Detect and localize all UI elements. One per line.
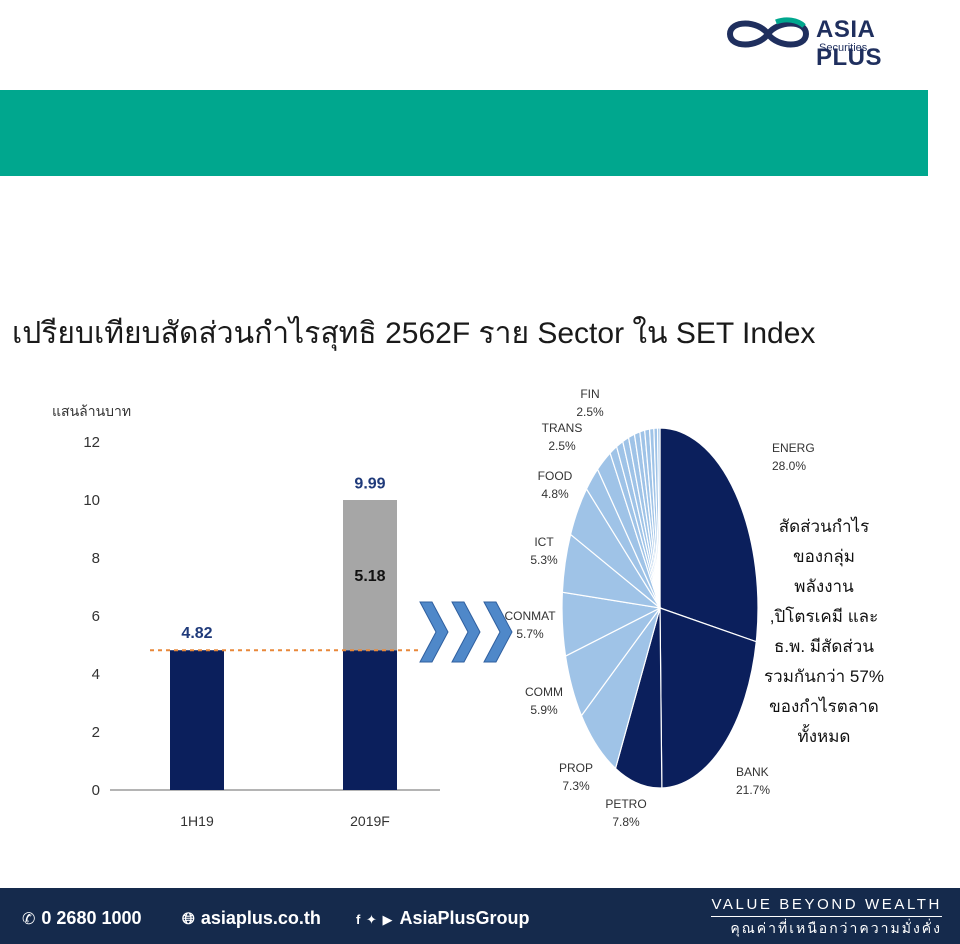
slice-name-label: FIN (580, 387, 599, 401)
pie-slice (659, 607, 757, 789)
slice-name-label: ENERG (772, 441, 815, 455)
slice-value-label: 28.0% (772, 459, 806, 473)
chevron-arrow-icon (419, 601, 449, 663)
segment-label: 5.18 (354, 568, 385, 585)
brand-subtitle: Securities (819, 42, 868, 54)
slice-name-label: FOOD (538, 469, 573, 483)
chart-note: สัดส่วนกำไรของกลุ่มพลังงาน ,ปิโตรเคมี แล… (764, 517, 884, 746)
pie-chart: ENERG 28.0% BANK 21.7% PETRO 7.8% PROP 7.3% COMM… (504, 387, 814, 829)
bar-total-label: 9.99 (354, 475, 385, 492)
slice-value-label: 7.3% (562, 779, 590, 793)
pie-slice (659, 427, 759, 643)
slice-name-label: CONMAT (504, 609, 556, 623)
chevron-arrow-icon (483, 601, 513, 663)
infinity-logo-icon (726, 17, 810, 48)
phone-number: 0 2680 1000 (41, 908, 142, 928)
y-tick-label: 6 (92, 608, 100, 625)
social-handle: AsiaPlusGroup (399, 908, 530, 928)
bar-total-label: 4.82 (181, 625, 212, 642)
brand-name: ASIA PLUS (816, 16, 883, 71)
y-axis-label: แสนล้านบาท (52, 403, 131, 419)
footer-phone[interactable]: ✆ 0 2680 1000 (22, 908, 142, 929)
bar-chart: แสนล้านบาท 0 2 4 6 8 10 12 1H19 4.82 2019F 9.99 5.18 (52, 403, 440, 829)
slice-value-label: 5.7% (516, 627, 544, 641)
slice-value-label: 7.8% (612, 815, 640, 829)
slice-name-label: ICT (534, 535, 554, 549)
footer-social[interactable]: f ✦ ▶ AsiaPlusGroup (356, 908, 529, 929)
bar-base (343, 650, 397, 790)
chevron-arrow-icon (451, 601, 481, 663)
website-text: asiaplus.co.th (200, 908, 321, 928)
pie-slice (656, 427, 661, 609)
slice-name-label: PETRO (605, 797, 646, 811)
slice-value-label: 5.9% (530, 703, 558, 717)
x-tick-label: 2019F (350, 813, 390, 829)
y-tick-label: 4 (92, 666, 100, 683)
globe-icon: 🌐︎ (182, 911, 195, 928)
arrows (419, 601, 513, 663)
footer-website[interactable]: 🌐︎ asiaplus.co.th (182, 908, 321, 929)
chart-area: แสนล้านบาท 0 2 4 6 8 10 12 1H19 4.82 2019F 9.99 5.18… (52, 387, 815, 829)
header-band (0, 90, 928, 176)
slice-value-label: 5.3% (530, 553, 558, 567)
y-tick-label: 2 (92, 724, 100, 741)
slice-value-label: 2.5% (576, 405, 604, 419)
slice-name-label: BANK (736, 765, 769, 779)
y-tick-label: 10 (83, 492, 100, 509)
phone-icon: ✆ (22, 911, 36, 928)
y-tick-label: 12 (83, 434, 100, 451)
slice-name-label: TRANS (542, 421, 583, 435)
social-icons: f ✦ ▶ (356, 912, 394, 927)
bar-increment (343, 500, 397, 651)
y-tick-label: 8 (92, 550, 100, 567)
slice-name-label: PROP (559, 761, 593, 775)
footer: ✆ 0 2680 1000 🌐︎ asiaplus.co.th f ✦ ▶ AsiaP… (0, 888, 960, 944)
slice-value-label: 4.8% (541, 487, 569, 501)
x-tick-label: 1H19 (180, 813, 214, 829)
slice-value-label: 2.5% (548, 439, 576, 453)
y-tick-label: 0 (92, 782, 100, 799)
slice-value-label: 21.7% (736, 783, 770, 797)
footer-tagline-thai: คุณค่าที่เหนือกว่าความมั่งคั่ง (730, 920, 942, 936)
footer-tagline: VALUE BEYOND WEALTH (711, 896, 942, 917)
slice-name-label: COMM (525, 685, 563, 699)
bar-base (170, 650, 224, 790)
page-title: เปรียบเทียบสัดส่วนกำไรสุทธิ 2562F ราย Se… (12, 317, 816, 350)
brand-logo: ASIA PLUS Securities (724, 14, 944, 71)
